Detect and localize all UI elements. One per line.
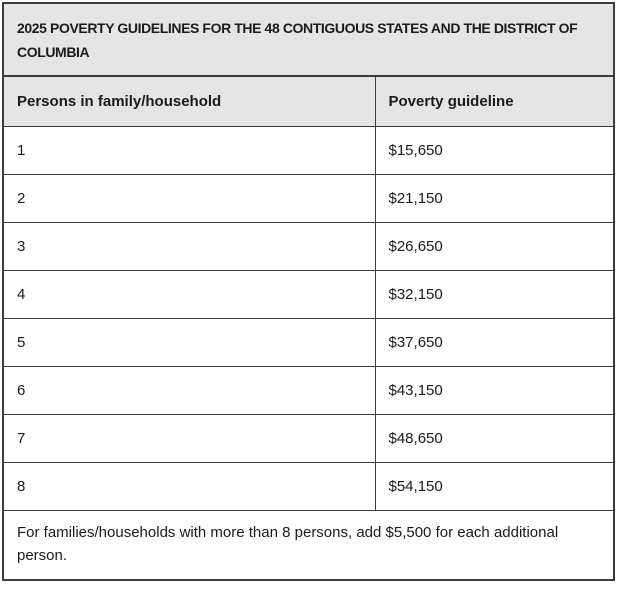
table-row: 3 $26,650 [4,222,613,271]
persons-cell: 6 [4,366,376,415]
persons-cell: 3 [4,222,376,271]
persons-cell: 5 [4,318,376,367]
guideline-cell: $37,650 [375,318,613,367]
guidelines-data-table: Persons in family/household Poverty guid… [4,77,613,579]
persons-cell: 7 [4,414,376,463]
table-title: 2025 POVERTY GUIDELINES FOR THE 48 CONTI… [4,4,613,77]
guideline-cell: $32,150 [375,270,613,319]
footnote-row: For families/households with more than 8… [4,510,613,579]
table-footnote: For families/households with more than 8… [4,510,613,579]
header-row: Persons in family/household Poverty guid… [4,77,613,127]
guideline-cell: $48,650 [375,414,613,463]
table-row: 2 $21,150 [4,174,613,223]
poverty-guidelines-table: 2025 POVERTY GUIDELINES FOR THE 48 CONTI… [2,2,615,581]
table-row: 4 $32,150 [4,270,613,319]
guideline-cell: $21,150 [375,174,613,223]
table-row: 8 $54,150 [4,462,613,511]
persons-cell: 1 [4,126,376,175]
column-header-guideline: Poverty guideline [375,77,613,127]
persons-cell: 2 [4,174,376,223]
table-row: 6 $43,150 [4,366,613,415]
guideline-cell: $15,650 [375,126,613,175]
persons-cell: 4 [4,270,376,319]
guideline-cell: $26,650 [375,222,613,271]
table-row: 7 $48,650 [4,414,613,463]
persons-cell: 8 [4,462,376,511]
guideline-cell: $43,150 [375,366,613,415]
column-header-persons: Persons in family/household [4,77,376,127]
guideline-cell: $54,150 [375,462,613,511]
table-row: 5 $37,650 [4,318,613,367]
table-row: 1 $15,650 [4,126,613,175]
